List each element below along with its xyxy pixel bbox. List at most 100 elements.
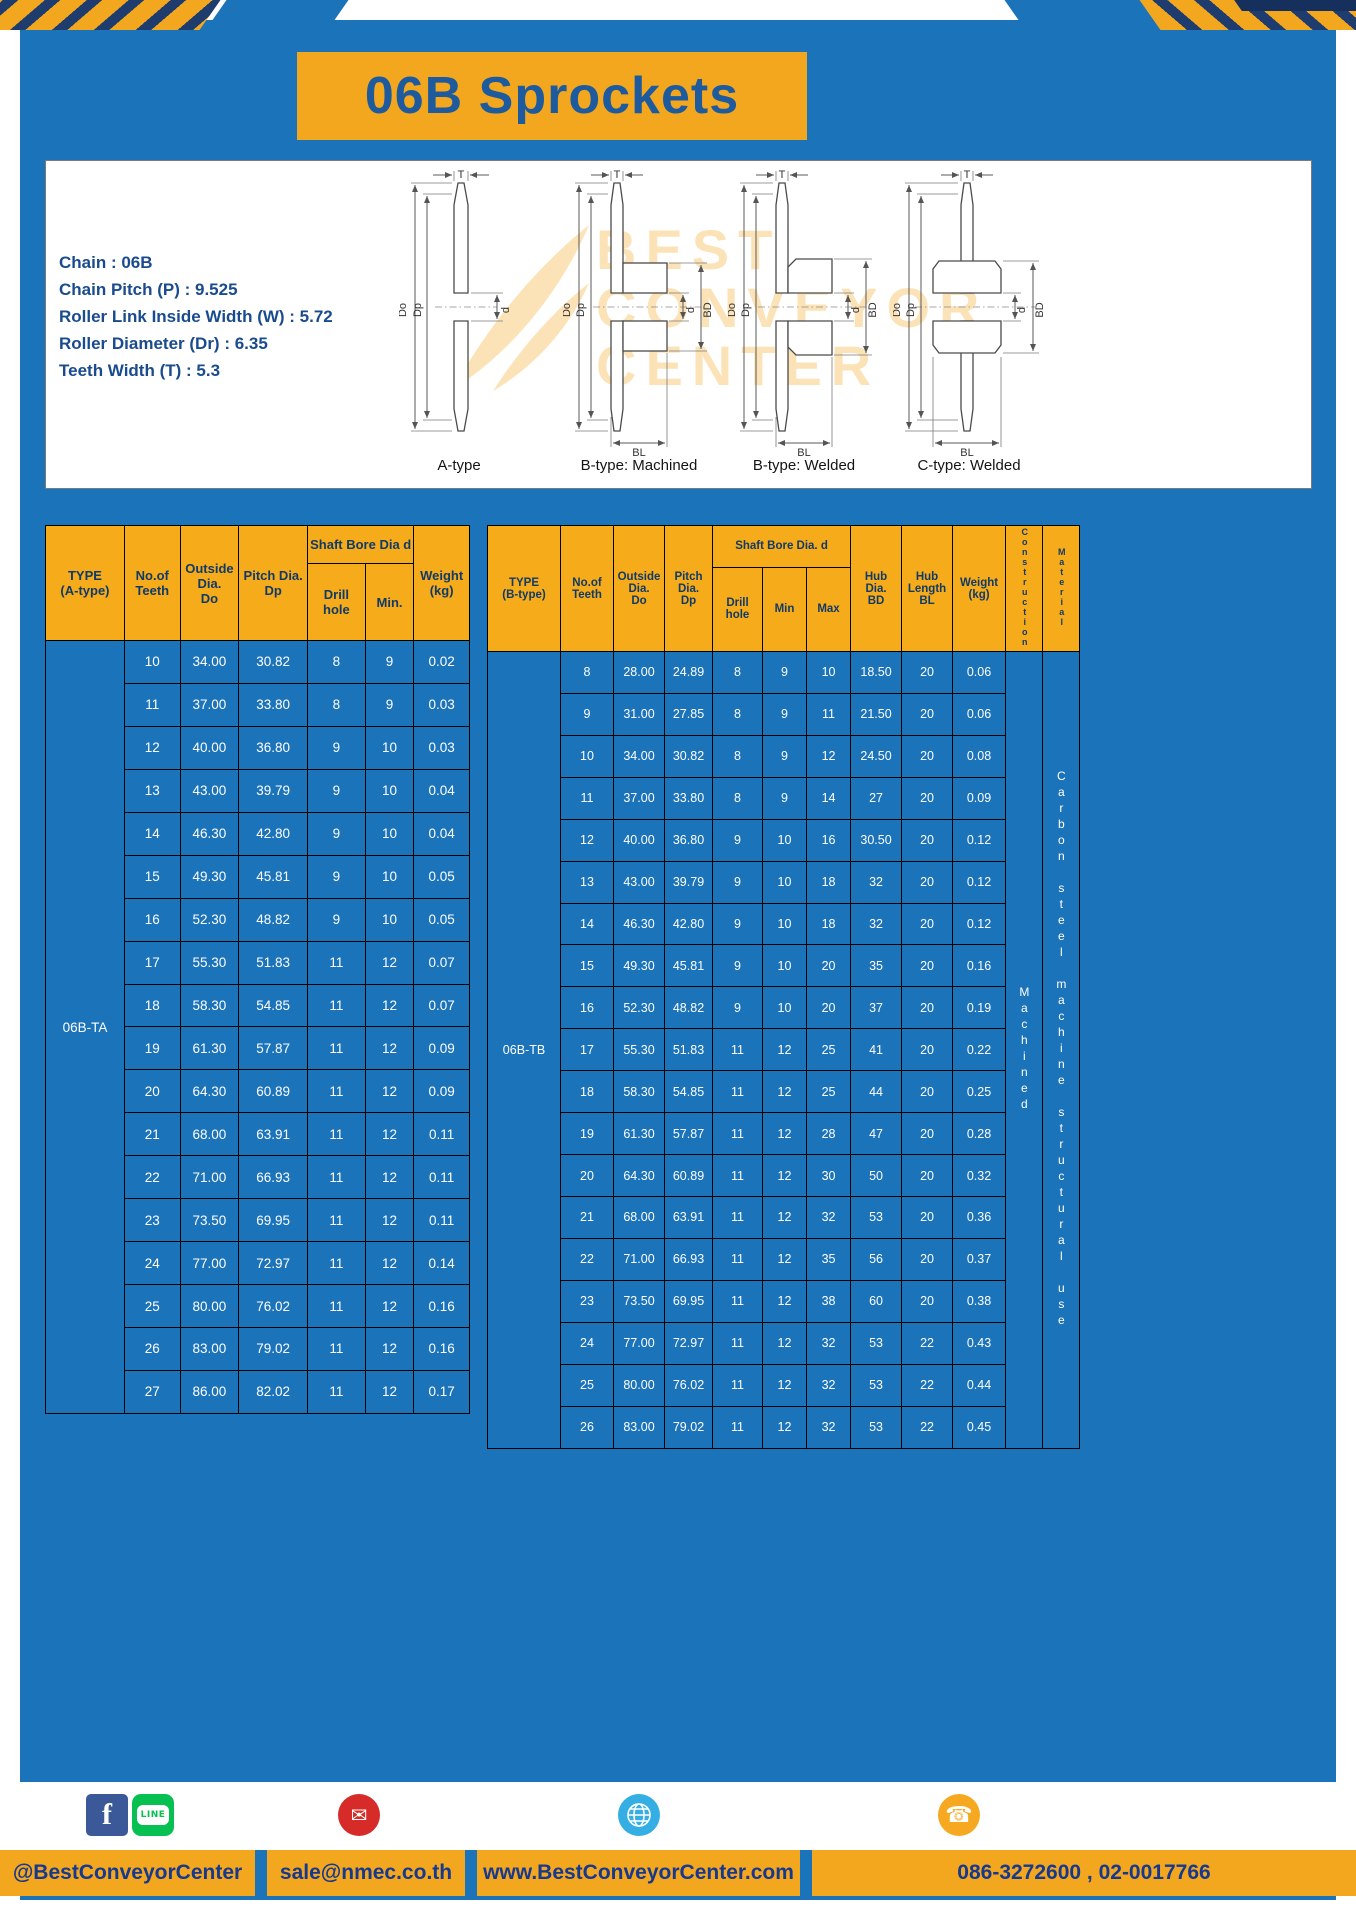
table-cell: 31.00 [613,692,665,736]
col-header-shaft-bore-group: Shaft Bore Dia d [307,525,415,564]
table-cell: 20 [901,902,954,946]
table-cell: 48.82 [238,897,309,942]
facebook-icon[interactable]: f [86,1794,128,1836]
footer-website[interactable]: www.BestConveyorCenter.com [483,1861,794,1884]
footer-phone-numbers[interactable]: 086-3272600 , 02-0017766 [957,1861,1211,1884]
table-cell: 20 [901,944,954,988]
table-cell: 11 [805,692,852,736]
table-row: 06B-TB 8 28.00 24.89 8 9 10 18.50 20 0.06 Machined… [487,651,1081,1449]
footer-separator [255,1850,267,1896]
table-cell: 11 [307,940,366,985]
dim-label-dp: Dp [740,303,752,317]
table-cell: 60.89 [238,1069,309,1114]
col-header-shaft-bore-group: Shaft Bore Dia. d [711,525,852,568]
table-cell: 61.30 [179,1026,240,1071]
table-cell: 83.00 [613,1405,665,1450]
table-cell: 12 [364,1069,415,1114]
dim-label-dp: Dp [575,303,587,317]
dim-label-t: T [458,169,465,181]
diagram-b-type-welded: T Do Dp d BD BL [728,169,879,457]
dim-label-dp: Dp [905,303,917,317]
email-icon[interactable]: ✉ [338,1794,380,1836]
dim-label-bl: BL [960,447,973,457]
table-cell: 16 [560,986,614,1030]
table-cell: 12 [762,1405,807,1450]
table-cell: 12 [762,1279,807,1323]
table-cell: 21.50 [850,692,903,736]
col-header-drill-hole: Drill hole [307,563,366,641]
table-cell: 28 [805,1112,852,1156]
table-cell: 26 [560,1405,614,1450]
table-cell: 9 [762,776,807,820]
table-cell: 32 [805,1363,852,1407]
table-cell: 20 [901,818,954,862]
table-cell: 0.12 [952,860,1007,904]
phone-icon[interactable]: ☎ [938,1794,980,1836]
table-cell: 0.06 [952,651,1007,694]
table-cell: 39.79 [238,768,309,813]
table-cell: 11 [712,1279,763,1323]
line-app-icon[interactable]: LINE [132,1794,174,1836]
table-cell: 46.30 [613,902,665,946]
table-cell: 12 [364,1369,415,1415]
table-row: 19 61.30 57.87 11 12 28 47 20 0.28 [488,1112,1080,1156]
table-cell: 0.17 [413,1369,470,1415]
table-row: 14 46.30 42.80 9 10 18 32 20 0.12 [488,902,1080,946]
table-cell: 43.00 [179,768,240,813]
table-cell: 0.45 [952,1405,1007,1450]
table-cell: 11 [712,1112,763,1156]
table-cell: 20 [901,1112,954,1156]
table-cell: 0.32 [952,1154,1007,1197]
watermark-swoosh [453,225,589,391]
table-cell: 18 [805,860,852,904]
table-cell: 20 [901,1154,954,1197]
table-cell: 10 [364,897,415,942]
table-cell: 12 [364,940,415,985]
table-cell: 33.80 [664,776,713,820]
table-cell: 11 [712,1195,763,1239]
table-cell: 9 [307,897,366,942]
table-cell: 37.00 [613,776,665,820]
table-cell: 24.50 [850,734,903,778]
table-cell: 13 [123,768,181,813]
table-cell: 64.30 [613,1154,665,1197]
table-cell: 0.04 [413,768,470,813]
table-cell: 12 [762,1237,807,1281]
website-globe-icon[interactable] [618,1794,660,1836]
table-b-header: TYPE (B-type) No.of Teeth Outside Dia. D… [487,525,1081,653]
dim-label-d: d [1016,307,1028,313]
table-cell: 0.16 [413,1327,470,1371]
table-cell: 0.03 [413,682,470,727]
table-cell: 11 [307,1198,366,1243]
table-cell: 37.00 [179,682,240,727]
table-row: 15 49.30 45.81 9 10 0.05 [46,854,470,899]
facebook-letter: f [102,1798,112,1831]
table-cell: 0.06 [952,692,1007,736]
table-cell: 63.91 [664,1195,713,1239]
table-cell: 21 [123,1112,181,1157]
table-cell: 9 [364,640,415,684]
table-cell: 54.85 [664,1070,713,1114]
col-header-hub-dia: Hub Dia. BD [850,525,903,652]
footer-email[interactable]: sale@nmec.co.th [279,1861,453,1884]
table-cell: 8 [560,651,614,694]
table-cell: 11 [307,1155,366,1200]
table-cell: 10 [364,811,415,856]
table-cell: 12 [364,1241,415,1286]
diagram-a-type: T Do Dp d [399,169,512,432]
diagram-c-type-welded: T Do Dp d BD BL [893,169,1045,457]
table-cell: 58.30 [179,983,240,1028]
table-cell: 10 [762,818,807,862]
table-cell: 71.00 [179,1155,240,1200]
footer-social-handle[interactable]: @BestConveyorCenter [12,1861,243,1884]
dim-label-dp: Dp [412,303,424,317]
envelope-glyph: ✉ [350,1803,368,1827]
table-cell: 0.36 [952,1195,1007,1239]
dim-label-bd: BD [867,302,879,317]
table-cell: 66.93 [238,1155,309,1200]
table-cell: 10 [762,902,807,946]
col-header-pitch-dia: Pitch Dia. Dp [664,525,713,652]
table-cell: 19 [560,1112,614,1156]
table-cell: 0.09 [952,776,1007,820]
table-cell: 32 [850,860,903,904]
